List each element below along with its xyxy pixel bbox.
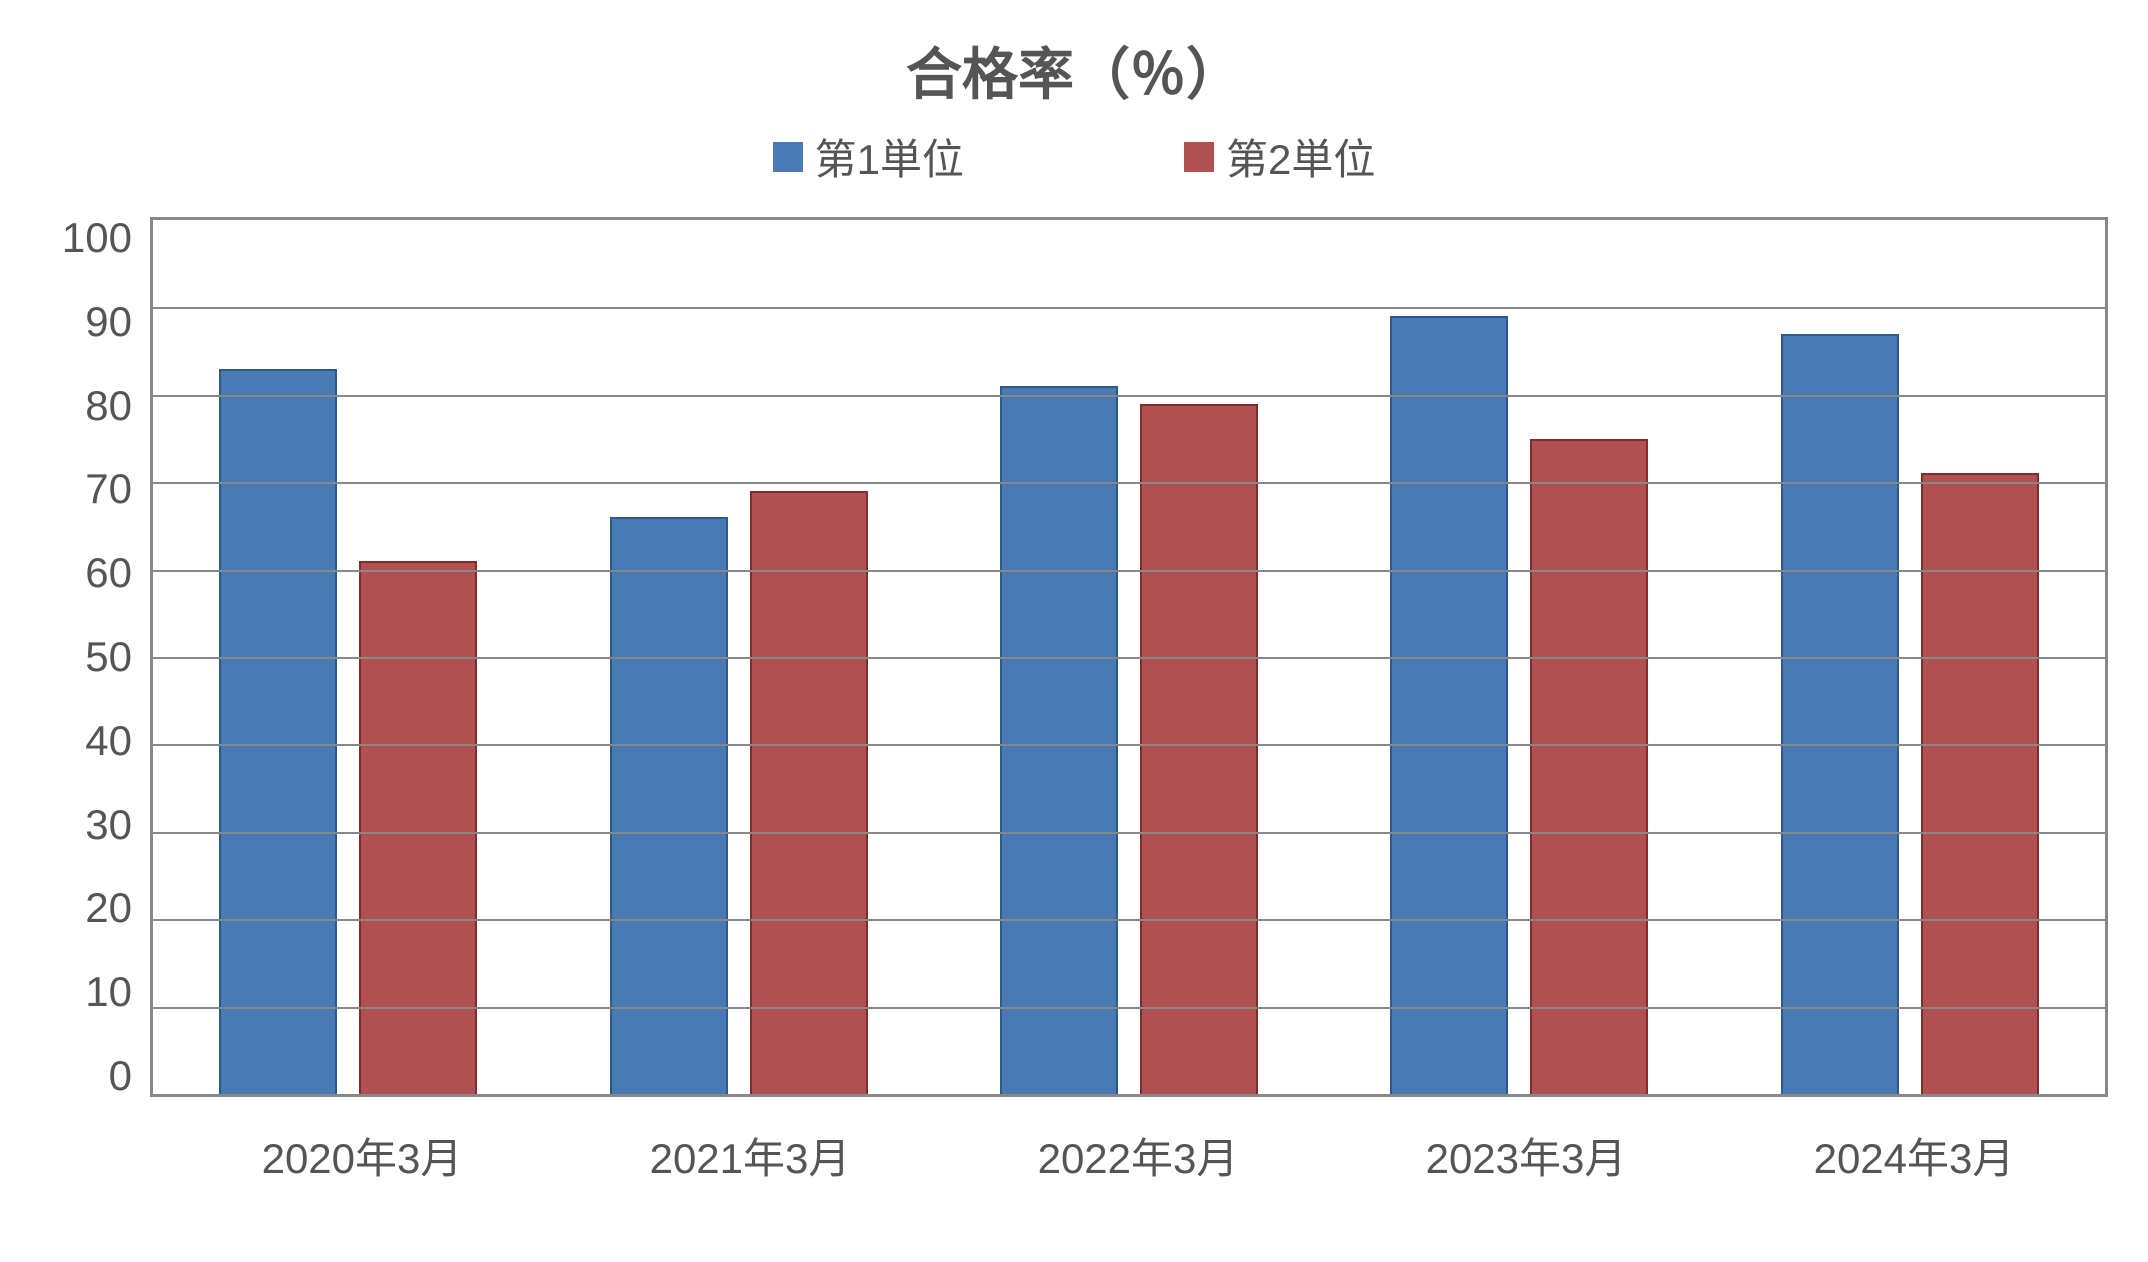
y-tick: 20 [85, 887, 132, 929]
bar [1140, 404, 1258, 1094]
x-axis-spacer [40, 1097, 168, 1186]
bar [1921, 473, 2039, 1094]
pass-rate-chart: 合格率（％） 第1単位 第2単位 1009080706050403020100 … [0, 0, 2148, 1262]
bar [219, 369, 337, 1094]
y-tick: 80 [85, 385, 132, 427]
x-axis-label: 2020年3月 [168, 1097, 556, 1186]
y-tick: 10 [85, 971, 132, 1013]
y-tick: 40 [85, 720, 132, 762]
legend-label-series-1: 第1単位 [815, 126, 964, 187]
x-axis-labels: 2020年3月2021年3月2022年3月2023年3月2024年3月 [168, 1097, 2108, 1186]
grid-line [153, 919, 2105, 921]
grid-line [153, 832, 2105, 834]
y-tick: 30 [85, 804, 132, 846]
plot-row: 1009080706050403020100 [40, 217, 2108, 1097]
x-axis-label: 2023年3月 [1332, 1097, 1720, 1186]
x-axis-label: 2022年3月 [944, 1097, 1332, 1186]
y-tick: 50 [85, 636, 132, 678]
grid-line [153, 657, 2105, 659]
bar [359, 561, 477, 1094]
legend-label-series-2: 第2単位 [1226, 126, 1375, 187]
bar [1390, 316, 1508, 1094]
bar [1781, 334, 1899, 1094]
plot-area [150, 217, 2108, 1097]
x-axis: 2020年3月2021年3月2022年3月2023年3月2024年3月 [40, 1097, 2108, 1186]
grid-line [153, 1007, 2105, 1009]
legend-item-series-2: 第2単位 [1184, 126, 1375, 187]
legend-item-series-1: 第1単位 [773, 126, 964, 187]
x-axis-label: 2021年3月 [556, 1097, 944, 1186]
grid-line [153, 482, 2105, 484]
y-axis: 1009080706050403020100 [40, 217, 150, 1097]
bar [1000, 386, 1118, 1094]
legend: 第1単位 第2単位 [40, 126, 2108, 187]
y-tick: 100 [62, 217, 132, 259]
grid-line [153, 570, 2105, 572]
grid-line [153, 307, 2105, 309]
legend-swatch-series-1 [773, 142, 803, 172]
y-tick: 0 [109, 1055, 132, 1097]
x-axis-label: 2024年3月 [1720, 1097, 2108, 1186]
y-tick: 70 [85, 468, 132, 510]
bar [1530, 439, 1648, 1095]
y-tick: 90 [85, 301, 132, 343]
grid-line [153, 744, 2105, 746]
grid-line [153, 395, 2105, 397]
bar [750, 491, 868, 1094]
y-tick: 60 [85, 552, 132, 594]
legend-swatch-series-2 [1184, 142, 1214, 172]
chart-title: 合格率（％） [40, 30, 2108, 111]
